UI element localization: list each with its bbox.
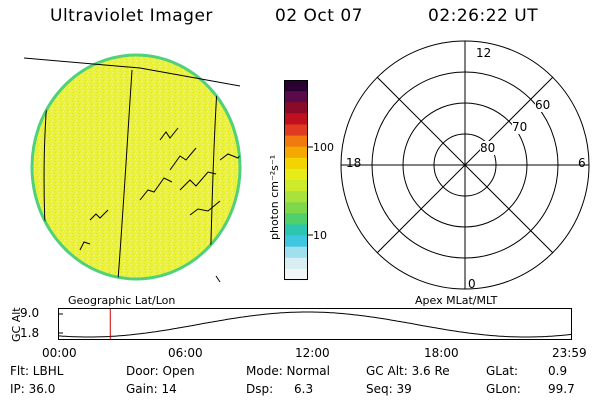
colorbar-segment xyxy=(284,91,308,103)
gain-readout: Gain: 14 xyxy=(126,382,177,396)
globe-disk xyxy=(30,53,242,281)
colorbar-segment xyxy=(284,257,308,270)
x-tick-3: 18:00 xyxy=(424,346,459,360)
altitude-plot xyxy=(57,308,573,340)
colorbar-segment xyxy=(284,246,308,259)
x-tick-2: 12:00 xyxy=(295,346,330,360)
glat-label: GLat: xyxy=(486,364,519,378)
glon-label: GLon: xyxy=(486,382,521,396)
polar-label: Apex MLat/MLT xyxy=(415,294,498,307)
colorbar-tick-100: 100 xyxy=(313,141,334,154)
colorbar-segment xyxy=(284,224,308,237)
dsp-label: Dsp: xyxy=(246,382,274,396)
colorbar-segment xyxy=(284,168,308,181)
mlt-6-label: 6 xyxy=(578,156,586,170)
mlt-0-label: 0 xyxy=(468,277,476,291)
ip-readout: IP: 36.0 xyxy=(10,382,56,396)
x-tick-4: 23:59 xyxy=(552,346,587,360)
mlat-70-label: 70 xyxy=(512,120,528,134)
mlat-60-label: 60 xyxy=(535,98,551,112)
altitude-ymax: 9.0 xyxy=(20,306,40,320)
x-tick-0: 00:00 xyxy=(42,346,77,360)
mlt-12-label: 12 xyxy=(476,46,492,60)
app-title: Ultraviolet Imager xyxy=(50,6,213,26)
colorbar-segment xyxy=(284,124,308,137)
glon-value: 99.7 xyxy=(548,382,575,396)
colorbar-segment xyxy=(284,146,308,159)
altitude-ymin: 1.8 xyxy=(20,326,40,340)
mlt-18-label: 18 xyxy=(346,156,362,170)
colorbar-segment xyxy=(284,135,308,148)
colorbar-segment xyxy=(284,180,308,192)
colorbar-segment xyxy=(284,191,308,203)
filter-readout: Flt: LBHL xyxy=(10,364,64,378)
glat-value: 0.9 xyxy=(548,364,568,378)
door-readout: Door: Open xyxy=(126,364,195,378)
mlat-80-label: 80 xyxy=(480,141,496,155)
gc-alt-readout: GC Alt: 3.6 Re xyxy=(366,364,450,378)
date-readout: 02 Oct 07 xyxy=(275,6,363,26)
colorbar-segment xyxy=(284,102,308,114)
geographic-label: Geographic Lat/Lon xyxy=(68,294,176,307)
colorbar-tick-10: 10 xyxy=(313,229,327,242)
colorbar-segment xyxy=(284,235,308,248)
x-tick-1: 06:00 xyxy=(168,346,203,360)
altitude-curve xyxy=(57,311,573,338)
colorbar-segment xyxy=(284,202,308,214)
colorbar-segment xyxy=(284,157,308,170)
seq-readout: Seq: 39 xyxy=(366,382,412,396)
colorbar-segment xyxy=(284,80,308,92)
mode-readout: Mode: Normal xyxy=(246,364,330,378)
colorbar-ticks xyxy=(308,146,313,236)
colorbar xyxy=(284,80,308,281)
colorbar-border xyxy=(284,80,308,280)
colorbar-segment xyxy=(284,268,308,281)
colorbar-segment xyxy=(284,213,308,225)
dsp-value: 6.3 xyxy=(294,382,314,396)
colorbar-segment xyxy=(284,113,308,125)
polar-plot xyxy=(340,40,590,290)
geographic-image xyxy=(23,53,242,283)
colorbar-unit-label: photon cm⁻²s⁻¹ xyxy=(268,154,281,240)
time-readout: 02:26:22 UT xyxy=(428,6,539,26)
